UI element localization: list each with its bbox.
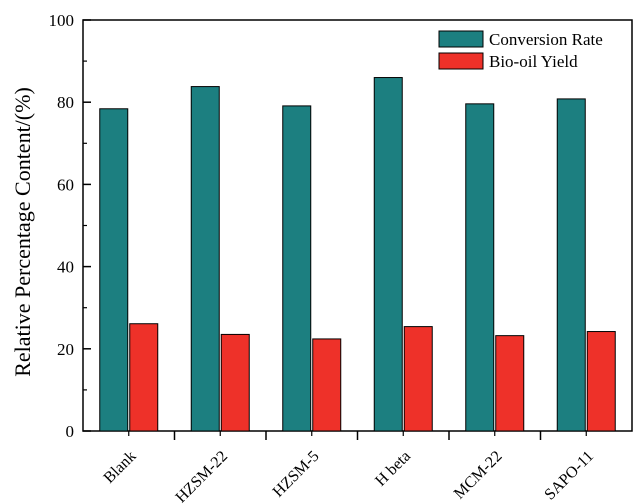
y-axis-label: Relative Percentage Content/(%): [10, 87, 35, 377]
conversion-rate-bar: [465, 103, 495, 432]
legend-label: Conversion Rate: [489, 30, 603, 49]
y-tick-label: 0: [66, 422, 75, 441]
conversion-rate-bar: [556, 98, 586, 432]
plot-frame: [82, 19, 633, 432]
bio-oil-yield-bar: [220, 333, 250, 432]
x-tick-label: Blank: [101, 448, 140, 487]
y-tick-label: 60: [57, 175, 74, 194]
y-tick-label: 100: [49, 11, 75, 30]
x-tick-label: SAPO-11: [541, 448, 597, 504]
legend-label: Bio-oil Yield: [489, 52, 578, 71]
x-tick-label: HZSM-5: [270, 448, 323, 501]
bio-oil-yield-bar: [495, 335, 525, 432]
y-tick-label: 80: [57, 93, 74, 112]
legend: Conversion Rate Bio-oil Yield: [438, 30, 603, 71]
y-tick-label: 40: [57, 258, 74, 277]
bio-oil-yield-bar: [312, 338, 342, 432]
conversion-rate-bar: [373, 77, 403, 432]
y-axis: 0 20 40 60 80 100: [49, 11, 91, 441]
y-tick-label: 20: [57, 340, 74, 359]
x-tick-label: MCM-22: [451, 448, 506, 503]
bio-oil-yield-bar: [403, 326, 433, 432]
bio-oil-yield-bar: [129, 323, 159, 432]
x-tick-label: H beta: [372, 448, 414, 490]
plot-border: [82, 19, 633, 432]
x-tick-label: HZSM-22: [173, 448, 232, 504]
conversion-rate-bar: [282, 105, 312, 432]
bio-oil-yield-bar: [586, 331, 616, 432]
x-axis: Blank HZSM-22 HZSM-5 H beta MCM-22 SAPO-11: [101, 431, 597, 504]
legend-swatch: [438, 52, 484, 70]
bars: [99, 77, 616, 432]
conversion-rate-bar: [190, 86, 220, 432]
conversion-rate-bar: [99, 108, 129, 432]
legend-swatch: [438, 30, 484, 48]
